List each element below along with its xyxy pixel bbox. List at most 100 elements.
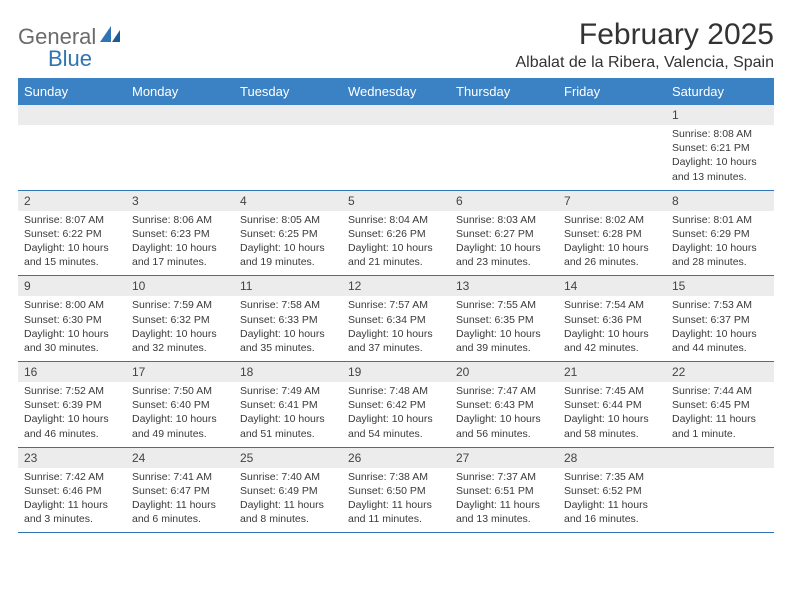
- week-row: Sunrise: 8:07 AMSunset: 6:22 PMDaylight:…: [18, 211, 774, 277]
- day-cell: [234, 125, 342, 190]
- col-tuesday: Tuesday: [234, 78, 342, 105]
- day-number: 9: [18, 276, 126, 296]
- week-daynum-row: 1: [18, 105, 774, 125]
- day-number: 4: [234, 191, 342, 211]
- sunset-line: Sunset: 6:39 PM: [24, 398, 120, 412]
- calendar-body: 1Sunrise: 8:08 AMSunset: 6:21 PMDaylight…: [18, 105, 774, 533]
- day-cell: Sunrise: 7:38 AMSunset: 6:50 PMDaylight:…: [342, 468, 450, 533]
- daylight-line: Daylight: 10 hours and 23 minutes.: [456, 241, 552, 269]
- week-daynum-row: 232425262728: [18, 448, 774, 468]
- sunset-line: Sunset: 6:23 PM: [132, 227, 228, 241]
- sunset-line: Sunset: 6:47 PM: [132, 484, 228, 498]
- day-cell: Sunrise: 7:50 AMSunset: 6:40 PMDaylight:…: [126, 382, 234, 447]
- day-number: 8: [666, 191, 774, 211]
- daylight-line: Daylight: 11 hours and 1 minute.: [672, 412, 768, 440]
- sunset-line: Sunset: 6:22 PM: [24, 227, 120, 241]
- location-subtitle: Albalat de la Ribera, Valencia, Spain: [515, 54, 774, 72]
- day-number: 2: [18, 191, 126, 211]
- day-cell: Sunrise: 7:57 AMSunset: 6:34 PMDaylight:…: [342, 296, 450, 361]
- sunset-line: Sunset: 6:29 PM: [672, 227, 768, 241]
- daylight-line: Daylight: 11 hours and 3 minutes.: [24, 498, 120, 526]
- day-number: 28: [558, 448, 666, 468]
- day-number: [342, 105, 450, 125]
- sunset-line: Sunset: 6:44 PM: [564, 398, 660, 412]
- sunset-line: Sunset: 6:51 PM: [456, 484, 552, 498]
- week-daynum-row: 16171819202122: [18, 362, 774, 382]
- sunset-line: Sunset: 6:46 PM: [24, 484, 120, 498]
- daylight-line: Daylight: 10 hours and 28 minutes.: [672, 241, 768, 269]
- day-number: 21: [558, 362, 666, 382]
- day-number: 23: [18, 448, 126, 468]
- day-number: 15: [666, 276, 774, 296]
- calendar-header-row: Sunday Monday Tuesday Wednesday Thursday…: [18, 78, 774, 105]
- sunrise-line: Sunrise: 7:54 AM: [564, 298, 660, 312]
- day-number: 19: [342, 362, 450, 382]
- sunset-line: Sunset: 6:33 PM: [240, 313, 336, 327]
- day-number: [450, 105, 558, 125]
- day-number: 26: [342, 448, 450, 468]
- day-cell: Sunrise: 8:08 AMSunset: 6:21 PMDaylight:…: [666, 125, 774, 190]
- daylight-line: Daylight: 10 hours and 51 minutes.: [240, 412, 336, 440]
- day-number: [234, 105, 342, 125]
- col-monday: Monday: [126, 78, 234, 105]
- day-cell: Sunrise: 7:54 AMSunset: 6:36 PMDaylight:…: [558, 296, 666, 361]
- day-number: 25: [234, 448, 342, 468]
- sunset-line: Sunset: 6:30 PM: [24, 313, 120, 327]
- sunrise-line: Sunrise: 8:03 AM: [456, 213, 552, 227]
- day-number: 24: [126, 448, 234, 468]
- col-friday: Friday: [558, 78, 666, 105]
- day-cell: [450, 125, 558, 190]
- page-title: February 2025: [515, 18, 774, 52]
- logo: General Blue: [18, 24, 122, 50]
- daylight-line: Daylight: 10 hours and 35 minutes.: [240, 327, 336, 355]
- daylight-line: Daylight: 10 hours and 42 minutes.: [564, 327, 660, 355]
- day-number: 3: [126, 191, 234, 211]
- day-number: 17: [126, 362, 234, 382]
- daylight-line: Daylight: 10 hours and 13 minutes.: [672, 155, 768, 183]
- daylight-line: Daylight: 11 hours and 13 minutes.: [456, 498, 552, 526]
- day-number: 27: [450, 448, 558, 468]
- daylight-line: Daylight: 10 hours and 49 minutes.: [132, 412, 228, 440]
- sunset-line: Sunset: 6:42 PM: [348, 398, 444, 412]
- daylight-line: Daylight: 10 hours and 15 minutes.: [24, 241, 120, 269]
- sunrise-line: Sunrise: 7:48 AM: [348, 384, 444, 398]
- sunset-line: Sunset: 6:40 PM: [132, 398, 228, 412]
- sunset-line: Sunset: 6:37 PM: [672, 313, 768, 327]
- day-number: [18, 105, 126, 125]
- day-cell: Sunrise: 8:03 AMSunset: 6:27 PMDaylight:…: [450, 211, 558, 276]
- sunset-line: Sunset: 6:52 PM: [564, 484, 660, 498]
- day-cell: Sunrise: 8:06 AMSunset: 6:23 PMDaylight:…: [126, 211, 234, 276]
- day-number: 18: [234, 362, 342, 382]
- logo-sail-icon: [100, 26, 122, 49]
- day-cell: [126, 125, 234, 190]
- day-cell: Sunrise: 8:07 AMSunset: 6:22 PMDaylight:…: [18, 211, 126, 276]
- day-cell: Sunrise: 7:40 AMSunset: 6:49 PMDaylight:…: [234, 468, 342, 533]
- day-cell: Sunrise: 7:47 AMSunset: 6:43 PMDaylight:…: [450, 382, 558, 447]
- sunrise-line: Sunrise: 7:40 AM: [240, 470, 336, 484]
- sunset-line: Sunset: 6:43 PM: [456, 398, 552, 412]
- col-thursday: Thursday: [450, 78, 558, 105]
- week-daynum-row: 2345678: [18, 191, 774, 211]
- sunrise-line: Sunrise: 7:49 AM: [240, 384, 336, 398]
- daylight-line: Daylight: 10 hours and 58 minutes.: [564, 412, 660, 440]
- daylight-line: Daylight: 11 hours and 6 minutes.: [132, 498, 228, 526]
- sunrise-line: Sunrise: 7:57 AM: [348, 298, 444, 312]
- sunrise-line: Sunrise: 7:55 AM: [456, 298, 552, 312]
- day-cell: Sunrise: 7:45 AMSunset: 6:44 PMDaylight:…: [558, 382, 666, 447]
- col-saturday: Saturday: [666, 78, 774, 105]
- daylight-line: Daylight: 10 hours and 26 minutes.: [564, 241, 660, 269]
- day-cell: Sunrise: 7:35 AMSunset: 6:52 PMDaylight:…: [558, 468, 666, 533]
- logo-text-blue: Blue: [48, 46, 92, 72]
- col-wednesday: Wednesday: [342, 78, 450, 105]
- day-number: 7: [558, 191, 666, 211]
- sunset-line: Sunset: 6:34 PM: [348, 313, 444, 327]
- sunrise-line: Sunrise: 8:06 AM: [132, 213, 228, 227]
- day-cell: Sunrise: 8:04 AMSunset: 6:26 PMDaylight:…: [342, 211, 450, 276]
- week-row: Sunrise: 8:08 AMSunset: 6:21 PMDaylight:…: [18, 125, 774, 191]
- header: General Blue February 2025 Albalat de la…: [18, 18, 774, 72]
- day-number: 5: [342, 191, 450, 211]
- sunset-line: Sunset: 6:27 PM: [456, 227, 552, 241]
- daylight-line: Daylight: 10 hours and 39 minutes.: [456, 327, 552, 355]
- sunrise-line: Sunrise: 7:38 AM: [348, 470, 444, 484]
- title-block: February 2025 Albalat de la Ribera, Vale…: [515, 18, 774, 72]
